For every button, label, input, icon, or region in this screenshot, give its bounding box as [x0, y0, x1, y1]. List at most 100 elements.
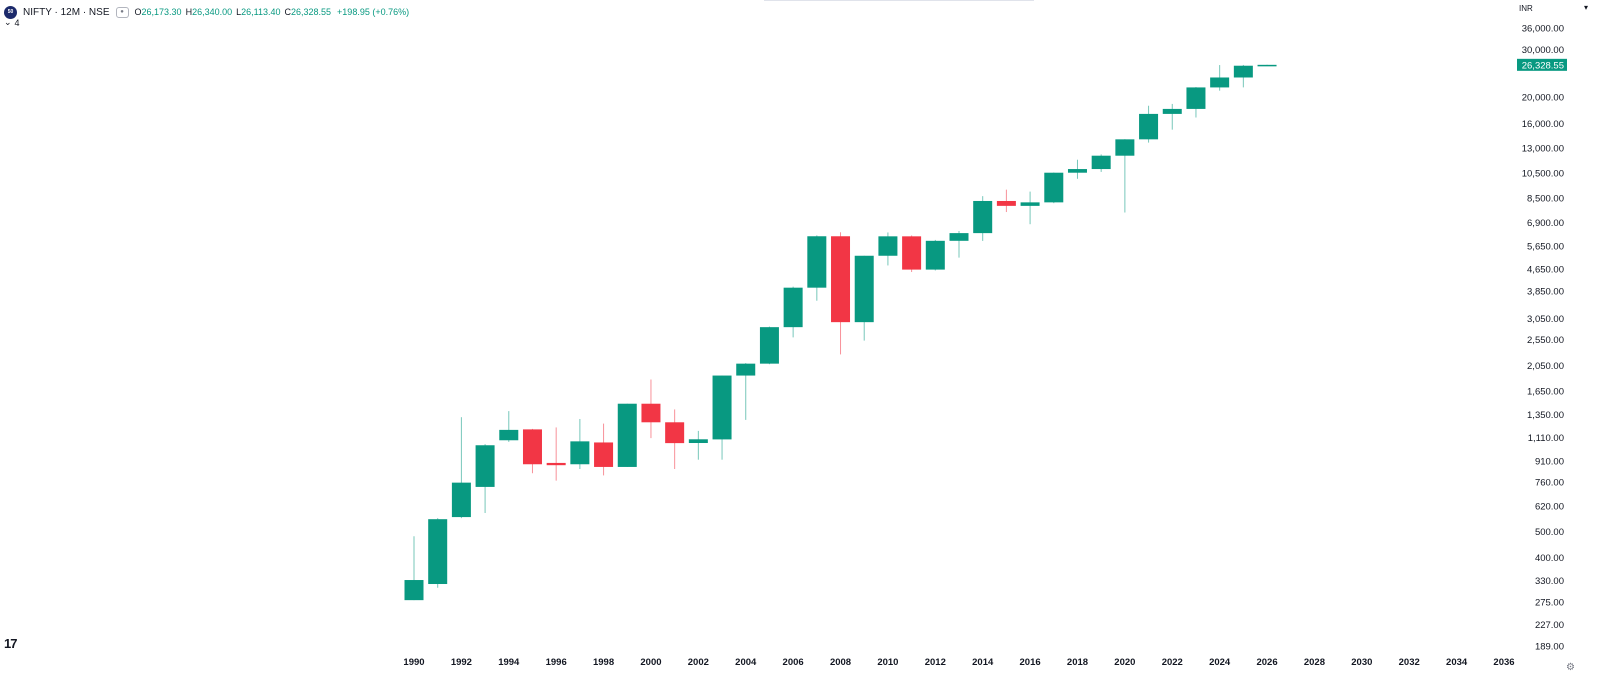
price-label: 227.00 [1535, 620, 1564, 631]
low-value: 26,113.40 [241, 7, 281, 17]
price-label: 275.00 [1535, 597, 1564, 608]
candle-body-2011 [902, 236, 922, 270]
indicator-count: 4 [14, 17, 20, 28]
price-label: 620.00 [1535, 502, 1564, 513]
top-strip [764, 0, 1034, 1]
candle-body-2022 [1162, 108, 1182, 114]
price-label: 1,350.00 [1527, 410, 1564, 421]
candle-body-1991 [428, 519, 448, 585]
time-label-2014: 2014 [972, 657, 994, 668]
candle-body-1996 [546, 462, 566, 466]
time-label-2034: 2034 [1446, 657, 1468, 668]
price-label: 910.00 [1535, 456, 1564, 467]
price-label: 10,500.00 [1522, 169, 1564, 180]
candle-body-2004 [736, 363, 756, 376]
last-price-badge [1517, 58, 1567, 71]
candle-body-1992 [451, 482, 471, 518]
time-label-2010: 2010 [877, 657, 898, 668]
price-label: 330.00 [1535, 576, 1564, 587]
price-label: 16,000.00 [1522, 119, 1564, 130]
time-label-2004: 2004 [735, 657, 757, 668]
indicators-toggle[interactable]: ⌄ 4 [4, 17, 20, 28]
price-label: 189.00 [1535, 642, 1564, 653]
candle-body-2015 [996, 200, 1016, 206]
time-label-2000: 2000 [640, 657, 661, 668]
price-label: 13,000.00 [1522, 143, 1564, 154]
time-label-2020: 2020 [1114, 657, 1135, 668]
candle-body-1995 [522, 429, 542, 465]
candle-body-2005 [759, 327, 779, 364]
low-key: L [236, 7, 242, 17]
price-label: 30,000.00 [1522, 45, 1564, 56]
candle-body-2020 [1115, 139, 1135, 156]
time-label-2002: 2002 [688, 657, 709, 668]
price-label: 6,900.00 [1527, 218, 1564, 229]
price-label: 760.00 [1535, 478, 1564, 489]
nifty-logo-icon[interactable]: 50 [4, 5, 17, 19]
time-label-2022: 2022 [1162, 657, 1183, 668]
time-label-2008: 2008 [830, 657, 851, 668]
time-label-1998: 1998 [593, 657, 614, 668]
candle-body-2000 [641, 403, 661, 423]
candle-body-1994 [499, 429, 519, 441]
last-price-label: 26,328.55 [1522, 60, 1564, 71]
tradingview-logo-icon[interactable]: 17 [4, 636, 18, 651]
time-label-2024: 2024 [1209, 657, 1231, 668]
candle-body-2016 [1020, 202, 1040, 206]
high-value: 26,340.00 [192, 7, 233, 17]
price-label: 4,650.00 [1527, 264, 1564, 275]
candle-body-2008 [831, 236, 851, 323]
candle-body-2001 [665, 422, 685, 444]
candle-body-1997 [570, 441, 590, 465]
chevron-down-icon: ⌄ [4, 17, 12, 27]
candle-body-2010 [878, 236, 898, 256]
candle-body-1998 [594, 442, 614, 467]
candle-body-2013 [949, 233, 969, 241]
candle-body-2002 [688, 439, 708, 444]
time-label-1990: 1990 [403, 657, 424, 668]
candle-body-1993 [475, 445, 495, 487]
close-key: C [284, 7, 292, 17]
symbol-legend: 50 NIFTY · 12M · NSE ● O26,173.30 H26,34… [4, 4, 409, 20]
time-label-2028: 2028 [1304, 657, 1325, 668]
time-label-2036: 2036 [1493, 657, 1514, 668]
price-label: 2,550.00 [1527, 335, 1564, 346]
candle-body-2019 [1091, 155, 1111, 170]
close-value: 26,328.55 [291, 7, 332, 17]
price-label: 1,650.00 [1527, 386, 1564, 397]
price-label: 5,650.00 [1527, 242, 1564, 253]
time-label-2018: 2018 [1067, 657, 1088, 668]
time-label-1992: 1992 [451, 657, 472, 668]
symbol-title[interactable]: NIFTY · 12M · NSE [23, 6, 110, 18]
candle-body-2012 [925, 240, 945, 270]
time-label-2012: 2012 [925, 657, 946, 668]
price-label: 8,500.00 [1527, 193, 1564, 204]
candle-body-2021 [1139, 113, 1159, 140]
change-value: +198.95 (+0.76%) [337, 7, 410, 17]
candle-body-2024 [1210, 77, 1230, 88]
time-label-2026: 2026 [1256, 657, 1277, 668]
candle-body-2003 [712, 375, 732, 440]
price-label: 2,050.00 [1527, 361, 1564, 372]
candle-body-2026 [1257, 64, 1277, 67]
candle-body-2006 [783, 287, 803, 328]
price-label: 36,000.00 [1522, 24, 1564, 35]
settings-gear-icon[interactable]: ⚙ [1566, 662, 1575, 673]
high-key: H [185, 7, 193, 17]
candle-body-1990 [404, 580, 424, 601]
time-label-2006: 2006 [783, 657, 804, 668]
caret-down-icon[interactable]: ▾ [1584, 3, 1589, 12]
currency-selector[interactable]: INR [1519, 4, 1533, 13]
time-label-1994: 1994 [498, 657, 520, 668]
time-label-2016: 2016 [1020, 657, 1041, 668]
price-label: 400.00 [1535, 553, 1564, 564]
candle-body-2023 [1186, 87, 1206, 109]
time-label-1996: 1996 [546, 657, 567, 668]
candle-body-2017 [1044, 172, 1064, 203]
price-label: 3,050.00 [1527, 314, 1564, 325]
eye-icon[interactable]: ● [115, 6, 129, 18]
time-label-2030: 2030 [1351, 657, 1372, 668]
price-label: 3,850.00 [1527, 287, 1564, 298]
